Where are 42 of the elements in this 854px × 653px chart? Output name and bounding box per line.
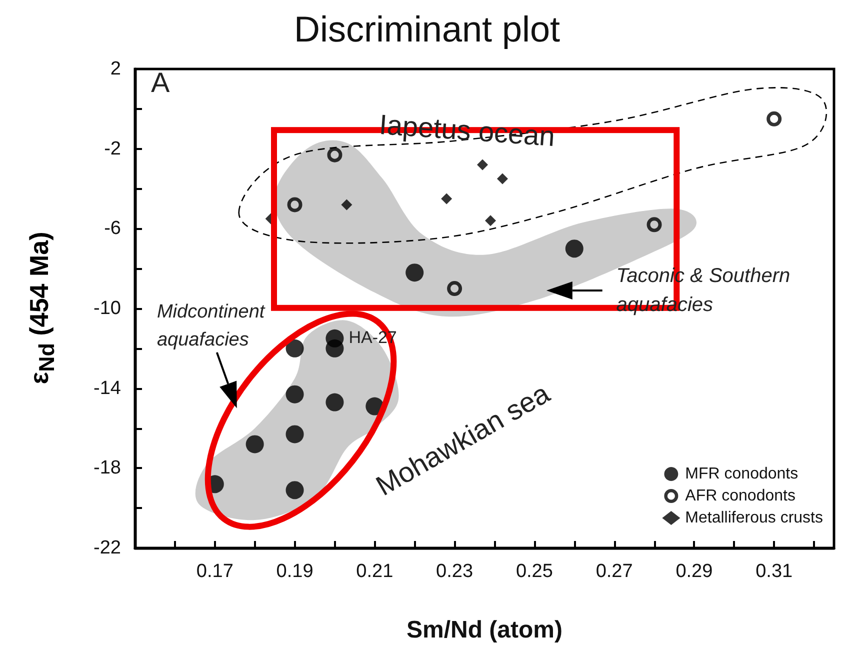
y-tick-label: -10 <box>94 298 121 319</box>
point <box>341 199 352 210</box>
point <box>326 339 344 358</box>
point <box>286 425 304 444</box>
x-axis-title: Sm/Nd (atom) <box>406 616 562 644</box>
point <box>286 339 304 358</box>
y-tick-label: -6 <box>104 218 121 240</box>
point <box>286 481 304 500</box>
chart-title: Discriminant plot <box>294 8 560 50</box>
annotation: A <box>150 66 170 99</box>
point <box>406 264 424 282</box>
legend-label: AFR conodonts <box>685 488 796 504</box>
point <box>326 393 344 412</box>
point <box>447 281 462 296</box>
x-tick-label: 0.25 <box>516 561 553 582</box>
x-tick-label: 0.19 <box>276 561 314 582</box>
point <box>484 215 496 226</box>
y-tick-label: -22 <box>94 538 121 558</box>
x-tick-label: 0.21 <box>356 561 394 582</box>
point <box>286 385 304 404</box>
x-tick-label: 0.27 <box>596 561 633 582</box>
point <box>246 435 264 454</box>
point <box>565 240 584 258</box>
x-tick-label: 0.29 <box>676 561 713 582</box>
legend-label: Metalliferous crusts <box>685 510 824 526</box>
y-tick-label: -14 <box>94 378 122 399</box>
y-tick-label: -18 <box>94 458 121 479</box>
legend-label: MFR conodonts <box>685 466 798 482</box>
annotation: Iapetus ocean <box>378 108 556 153</box>
point <box>766 111 782 126</box>
y-tick-label: -2 <box>104 138 121 160</box>
x-tick-label: 0.17 <box>196 561 234 582</box>
x-tick-label: 0.23 <box>436 561 474 582</box>
point <box>441 193 452 204</box>
x-tick-label: 0.31 <box>756 561 793 582</box>
point <box>496 173 508 184</box>
annotation: Midcontinent aquafacies <box>156 300 266 352</box>
point <box>646 217 662 232</box>
point <box>477 159 488 170</box>
point <box>287 197 302 212</box>
point <box>327 147 342 162</box>
y-tick-label: 2 <box>110 58 121 80</box>
